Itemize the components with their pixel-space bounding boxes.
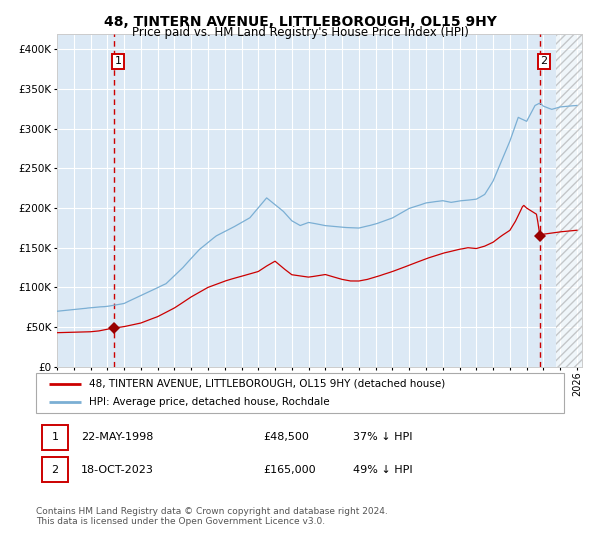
Text: 2: 2 <box>52 465 59 475</box>
Bar <box>43 425 68 450</box>
Text: £165,000: £165,000 <box>263 465 316 475</box>
Text: 22-MAY-1998: 22-MAY-1998 <box>81 432 153 442</box>
Text: 2: 2 <box>541 57 548 67</box>
Text: 48, TINTERN AVENUE, LITTLEBOROUGH, OL15 9HY: 48, TINTERN AVENUE, LITTLEBOROUGH, OL15 … <box>104 15 496 29</box>
Text: 49% ↓ HPI: 49% ↓ HPI <box>353 465 412 475</box>
Text: 37% ↓ HPI: 37% ↓ HPI <box>353 432 412 442</box>
Text: 18-OCT-2023: 18-OCT-2023 <box>81 465 154 475</box>
Text: 48, TINTERN AVENUE, LITTLEBOROUGH, OL15 9HY (detached house): 48, TINTERN AVENUE, LITTLEBOROUGH, OL15 … <box>89 379 445 389</box>
Text: 1: 1 <box>52 432 59 442</box>
Text: Contains HM Land Registry data © Crown copyright and database right 2024.
This d: Contains HM Land Registry data © Crown c… <box>36 507 388 526</box>
Text: Price paid vs. HM Land Registry's House Price Index (HPI): Price paid vs. HM Land Registry's House … <box>131 26 469 39</box>
Text: 1: 1 <box>115 57 121 67</box>
Text: HPI: Average price, detached house, Rochdale: HPI: Average price, detached house, Roch… <box>89 398 329 407</box>
Text: £48,500: £48,500 <box>263 432 309 442</box>
Bar <box>556 34 582 367</box>
Bar <box>556 34 582 367</box>
Bar <box>43 458 68 482</box>
